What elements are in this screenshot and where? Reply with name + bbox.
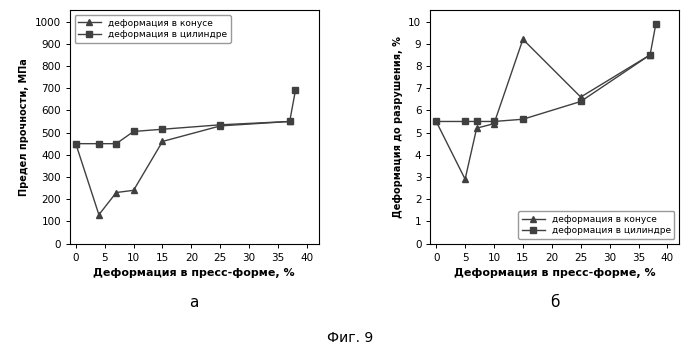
деформация в цилиндре xyxy=(519,117,527,121)
деформация в цилиндре xyxy=(286,119,294,124)
деформация в конусе xyxy=(490,121,498,126)
деформация в цилиндре xyxy=(216,123,225,127)
Text: б: б xyxy=(550,295,559,310)
Legend: деформация в конусе, деформация в цилиндре: деформация в конусе, деформация в цилинд… xyxy=(74,15,231,43)
Line: деформация в цилиндре: деформация в цилиндре xyxy=(73,88,298,147)
деформация в конусе xyxy=(112,190,120,195)
деформация в конусе xyxy=(461,177,469,181)
деформация в цилиндре xyxy=(473,119,481,124)
деформация в конусе xyxy=(577,95,585,99)
деформация в цилиндре xyxy=(112,142,120,146)
деформация в конусе xyxy=(71,142,80,146)
деформация в конусе xyxy=(432,119,440,124)
деформация в цилиндре xyxy=(490,119,498,124)
Text: a: a xyxy=(190,295,199,310)
деформация в конусе xyxy=(473,126,481,130)
деформация в конусе xyxy=(519,37,527,41)
Line: деформация в конусе: деформация в конусе xyxy=(73,119,293,218)
деформация в цилиндре xyxy=(71,142,80,146)
деформация в цилиндре xyxy=(432,119,440,124)
деформация в цилиндре xyxy=(291,88,300,93)
деформация в конусе xyxy=(158,139,167,143)
Y-axis label: Предел прочности, МПа: Предел прочности, МПа xyxy=(20,58,29,196)
X-axis label: Деформация в пресс-форме, %: Деформация в пресс-форме, % xyxy=(454,268,655,278)
деформация в цилиндре xyxy=(652,22,660,26)
деформация в цилиндре xyxy=(461,119,469,124)
Line: деформация в конусе: деформация в конусе xyxy=(433,37,653,182)
Legend: деформация в конусе, деформация в цилиндре: деформация в конусе, деформация в цилинд… xyxy=(518,211,675,239)
деформация в цилиндре xyxy=(646,53,654,57)
Y-axis label: Деформация до разрушения, %: Деформация до разрушения, % xyxy=(393,36,402,218)
деформация в конусе xyxy=(286,119,294,124)
деформация в цилиндре xyxy=(158,127,167,131)
деформация в конусе xyxy=(130,188,138,192)
деформация в цилиндре xyxy=(94,142,103,146)
деформация в конусе xyxy=(646,53,654,57)
деформация в конусе xyxy=(94,213,103,217)
Text: Фиг. 9: Фиг. 9 xyxy=(327,331,373,345)
деформация в цилиндре xyxy=(577,100,585,104)
деформация в конусе xyxy=(216,124,225,128)
Line: деформация в цилиндре: деформация в цилиндре xyxy=(433,21,659,124)
X-axis label: Деформация в пресс-форме, %: Деформация в пресс-форме, % xyxy=(94,268,295,278)
деформация в цилиндре xyxy=(130,129,138,134)
